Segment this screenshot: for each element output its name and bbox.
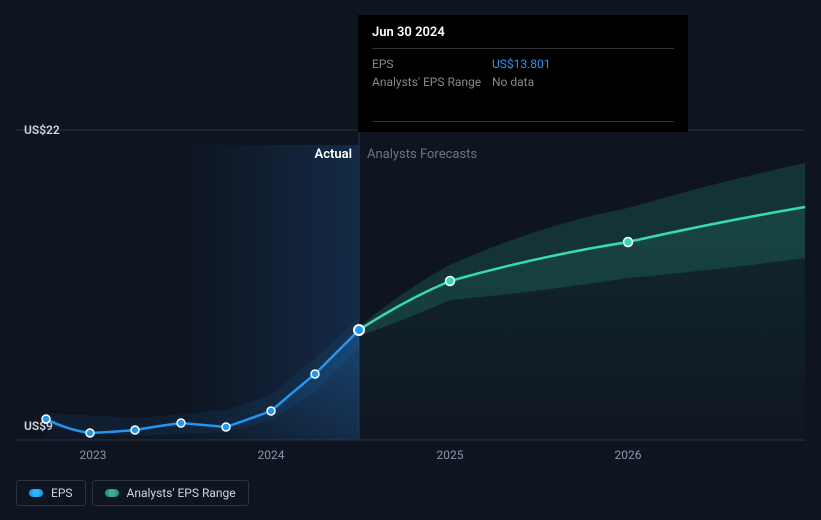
tooltip-label-range: Analysts' EPS Range — [372, 73, 492, 91]
actual-label: Actual — [315, 147, 352, 162]
y-label-22: US$22 — [24, 123, 60, 137]
x-tick-2024: 2024 — [258, 448, 285, 462]
x-tick-2025: 2025 — [437, 448, 464, 462]
tooltip-value-range: No data — [492, 73, 534, 91]
tooltip-divider-bottom — [372, 121, 674, 122]
tooltip-title: Jun 30 2024 — [372, 25, 674, 44]
x-tick-2023: 2023 — [80, 448, 107, 462]
eps-forecast-chart: { "chart": { "type": "line-with-band", "… — [0, 0, 821, 520]
legend-item-eps[interactable]: EPS — [16, 480, 86, 506]
forecast-label: Analysts Forecasts — [367, 147, 477, 162]
legend-swatch-range — [105, 489, 119, 497]
tooltip-label-eps: EPS — [372, 55, 492, 73]
tooltip-value-eps: US$13.801 — [492, 55, 551, 73]
tooltip-row-range: Analysts' EPS Range No data — [372, 73, 674, 91]
highlight-marker[interactable] — [354, 325, 364, 335]
x-tick-2026: 2026 — [615, 448, 642, 462]
legend-label-range: Analysts' EPS Range — [127, 486, 236, 500]
chart-legend: EPS Analysts' EPS Range — [16, 480, 249, 506]
legend-item-range[interactable]: Analysts' EPS Range — [92, 480, 249, 506]
tooltip-divider — [372, 48, 674, 49]
legend-label-eps: EPS — [51, 486, 73, 500]
legend-swatch-eps — [29, 489, 43, 497]
tooltip-row-eps: EPS US$13.801 — [372, 55, 674, 73]
chart-tooltip: Jun 30 2024 EPS US$13.801 Analysts' EPS … — [358, 15, 688, 132]
